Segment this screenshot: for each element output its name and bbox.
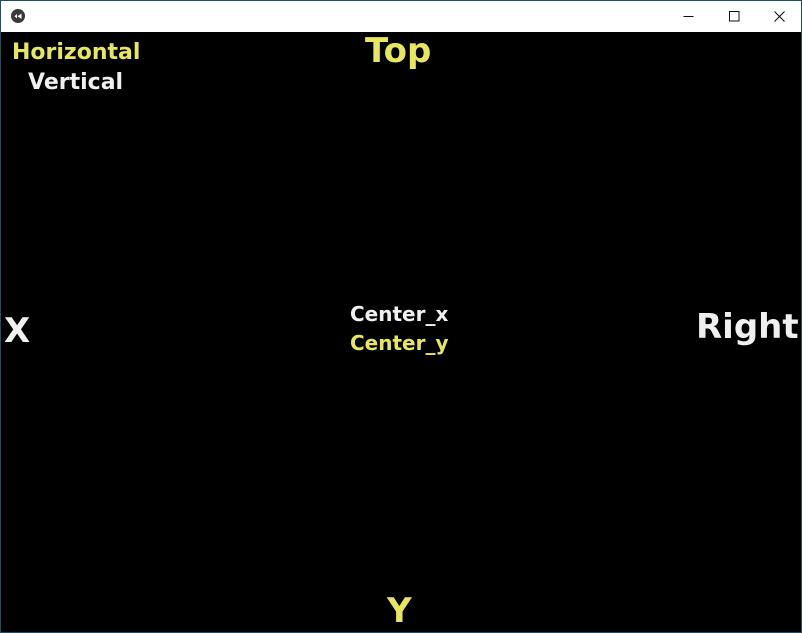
close-button[interactable]: [756, 1, 801, 32]
center-x-label: Center_x: [350, 302, 449, 326]
title-bar[interactable]: [1, 1, 801, 32]
maximize-button[interactable]: [711, 1, 757, 32]
app-canvas: Horizontal Vertical Top X Right Center_x…: [1, 32, 801, 632]
center-y-label: Center_y: [350, 331, 449, 355]
right-label: Right: [696, 307, 799, 347]
minimize-button[interactable]: [665, 1, 711, 32]
close-icon: [774, 11, 785, 22]
minimize-icon: [683, 16, 694, 17]
maximize-icon: [729, 11, 740, 22]
top-label: Top: [365, 31, 432, 71]
y-label: Y: [387, 591, 412, 631]
vertical-label: Vertical: [28, 70, 124, 95]
horizontal-label: Horizontal: [12, 40, 141, 65]
x-label: X: [4, 311, 31, 351]
app-icon: [11, 9, 25, 23]
